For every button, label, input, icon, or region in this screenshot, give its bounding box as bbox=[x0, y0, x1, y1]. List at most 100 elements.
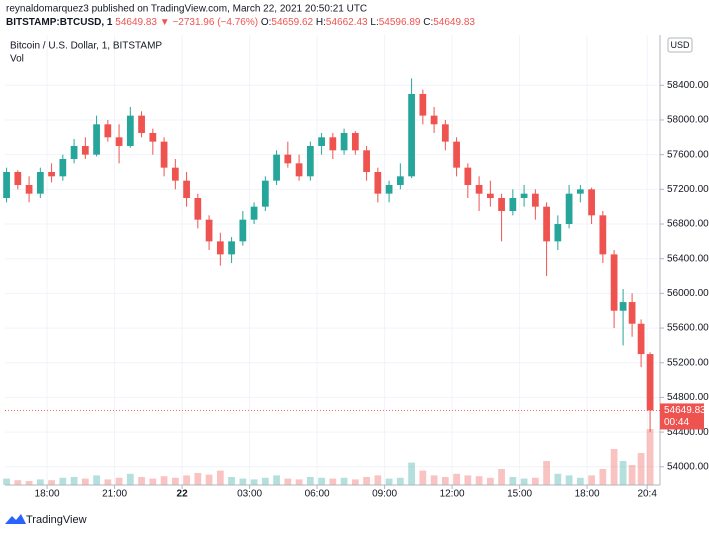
volume-bar bbox=[396, 477, 404, 485]
candle-body bbox=[14, 171, 22, 185]
y-tick-label: 55200.00 bbox=[667, 357, 709, 368]
candle-body bbox=[104, 124, 112, 138]
volume-bar bbox=[171, 477, 179, 485]
ohlc-value: 54659.62 bbox=[271, 17, 313, 28]
candle-body bbox=[408, 93, 415, 177]
ohlc-value: 54649.83 bbox=[433, 17, 475, 28]
candle-body bbox=[453, 141, 460, 168]
volume-bar bbox=[543, 461, 550, 485]
candle-body bbox=[138, 115, 145, 133]
candle-body bbox=[419, 93, 427, 116]
volume-bar bbox=[261, 477, 269, 485]
candle-body bbox=[520, 193, 528, 199]
x-tick-label: 12:00 bbox=[440, 489, 465, 500]
volume-bar bbox=[453, 473, 460, 485]
volume-bar bbox=[48, 480, 55, 485]
x-tick-label: 18:00 bbox=[575, 489, 600, 500]
candle-body bbox=[216, 241, 224, 255]
candle-body bbox=[250, 206, 258, 220]
candle-body bbox=[464, 167, 472, 185]
candle-body bbox=[205, 219, 213, 242]
volume-bar bbox=[3, 478, 10, 485]
candle-body bbox=[183, 180, 190, 199]
candle-body bbox=[588, 189, 595, 216]
candle-body bbox=[228, 241, 235, 255]
candle-body bbox=[171, 167, 179, 181]
symbol: BITSTAMP:BTCUSD, 1 bbox=[6, 17, 113, 28]
volume-bar bbox=[486, 477, 494, 485]
volume-bar bbox=[464, 475, 472, 485]
ticker-line: BITSTAMP:BTCUSD, 1 54649.83 ▼ −2731.96 (… bbox=[6, 17, 475, 28]
volume-bar bbox=[351, 479, 359, 485]
candle-body bbox=[126, 115, 134, 146]
candle-body bbox=[261, 180, 269, 207]
candle-body bbox=[273, 154, 280, 181]
candle-body bbox=[486, 193, 494, 199]
volume-bar bbox=[509, 477, 517, 485]
volume-bar bbox=[374, 475, 382, 485]
volume-bar bbox=[318, 477, 325, 485]
volume-bar bbox=[619, 461, 627, 485]
volume-bar bbox=[205, 474, 213, 485]
y-tick-label: 58400.00 bbox=[667, 80, 709, 91]
candle-body bbox=[48, 171, 55, 177]
volume-bar bbox=[194, 473, 202, 485]
volume-bar bbox=[408, 462, 415, 485]
candle-body bbox=[93, 124, 100, 155]
volume-bar bbox=[385, 478, 393, 485]
ohlc-label: L: bbox=[370, 17, 378, 28]
volume-bar bbox=[520, 478, 528, 485]
author-line: reynaldomarquez3 published on TradingVie… bbox=[6, 4, 367, 15]
chart-title: Bitcoin / U.S. Dollar, 1, BITSTAMP bbox=[10, 41, 162, 52]
volume-bar bbox=[250, 479, 258, 485]
candle-body bbox=[70, 145, 78, 159]
candle-body bbox=[441, 124, 449, 142]
volume-bar bbox=[273, 475, 280, 485]
logo-icon bbox=[5, 514, 26, 524]
countdown: 00:44 bbox=[664, 417, 689, 428]
volume-bar bbox=[419, 470, 427, 485]
y-tick-label: 58000.00 bbox=[667, 115, 709, 126]
brand-logo bbox=[5, 514, 26, 524]
ohlc-label: O: bbox=[261, 17, 272, 28]
last-price-box bbox=[660, 403, 704, 430]
volume-bar bbox=[306, 477, 314, 485]
y-tick-label: 56800.00 bbox=[667, 219, 709, 230]
ohlc-value: 54596.89 bbox=[379, 17, 421, 28]
volume-bar bbox=[25, 481, 33, 485]
candle-body bbox=[318, 137, 325, 146]
volume-bar bbox=[59, 477, 67, 485]
candle-body bbox=[543, 206, 550, 242]
ohlc-label: H: bbox=[316, 17, 326, 28]
volume-bar bbox=[14, 480, 22, 485]
x-tick-label: 20:4 bbox=[637, 489, 657, 500]
brand: TradingView bbox=[26, 514, 87, 526]
candle-body bbox=[329, 137, 337, 151]
x-tick-label: 06:00 bbox=[305, 489, 330, 500]
volume-bar bbox=[126, 473, 134, 485]
volume-bar bbox=[93, 475, 100, 485]
candle-body bbox=[599, 215, 607, 255]
candle-body bbox=[430, 115, 438, 125]
candle-body bbox=[628, 302, 636, 324]
x-tick-label: 21:00 bbox=[102, 489, 127, 500]
y-tick-label: 57200.00 bbox=[667, 184, 709, 195]
x-tick-label: 15:00 bbox=[507, 489, 532, 500]
candle-body bbox=[59, 158, 67, 177]
y-tick-label: 57600.00 bbox=[667, 149, 709, 160]
x-tick-label: 03:00 bbox=[237, 489, 262, 500]
candle-body bbox=[385, 185, 393, 194]
volume-bar bbox=[441, 477, 449, 485]
candle-body bbox=[340, 132, 348, 151]
volume-bar bbox=[498, 469, 505, 485]
volume-bar bbox=[628, 465, 636, 485]
volume-bar bbox=[576, 477, 584, 485]
volume-bar bbox=[115, 477, 123, 485]
volume-bar bbox=[588, 475, 595, 485]
candle-body bbox=[498, 198, 505, 212]
candle-body bbox=[115, 137, 123, 146]
candle-body bbox=[374, 171, 382, 194]
candle-body bbox=[396, 176, 404, 185]
volume-bar bbox=[228, 477, 235, 485]
